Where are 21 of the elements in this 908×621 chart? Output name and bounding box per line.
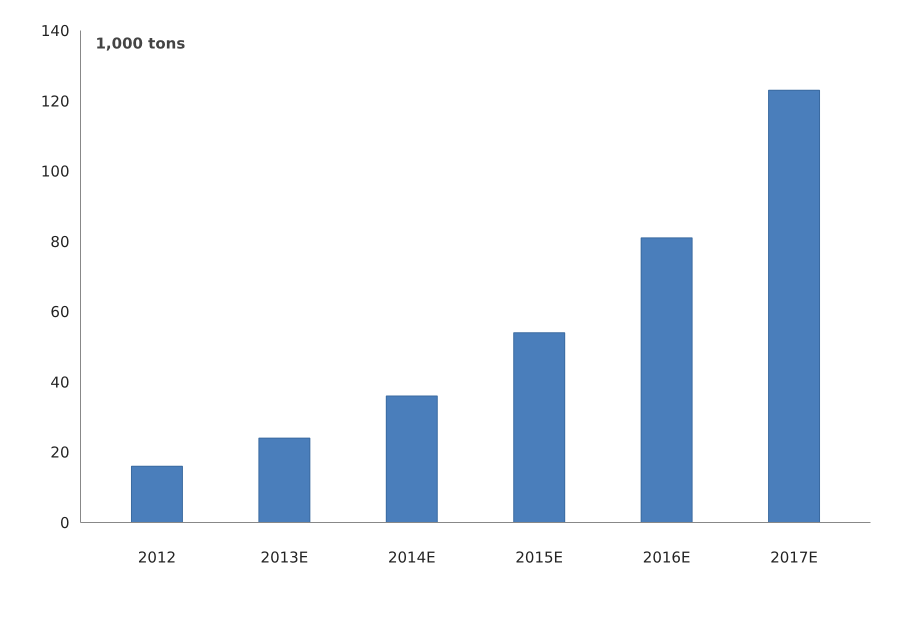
bar bbox=[386, 395, 438, 522]
x-tick-label: 2013E bbox=[260, 548, 308, 566]
y-tick-label: 100 bbox=[40, 162, 70, 181]
x-tick-label: 2015E bbox=[515, 548, 564, 566]
bar bbox=[640, 237, 693, 522]
bar bbox=[258, 438, 310, 522]
annotation: 1,000 tons bbox=[96, 34, 186, 52]
y-tick-label: 140 bbox=[40, 22, 70, 40]
y-tick-label: 80 bbox=[50, 232, 70, 251]
y-tick-label: 40 bbox=[50, 373, 70, 392]
x-tick-label: 2017E bbox=[770, 548, 818, 566]
y-tick-label: 20 bbox=[50, 444, 70, 462]
bar bbox=[513, 332, 566, 522]
y-tick-label: 60 bbox=[50, 303, 70, 322]
x-tick-label: 2016E bbox=[642, 548, 690, 566]
y-tick-label: 0 bbox=[60, 514, 70, 532]
x-tick-label: 2012 bbox=[138, 548, 176, 566]
bar bbox=[130, 466, 183, 522]
y-tick-label: 120 bbox=[40, 92, 70, 110]
bar bbox=[768, 90, 820, 522]
x-tick-label: 2014E bbox=[388, 548, 436, 566]
